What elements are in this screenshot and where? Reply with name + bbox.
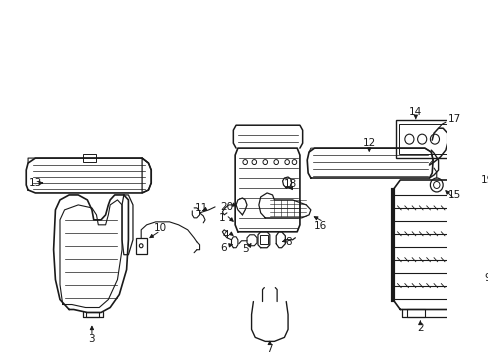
- Text: 14: 14: [408, 107, 422, 117]
- Text: 1: 1: [219, 213, 225, 223]
- Text: 20: 20: [220, 202, 233, 212]
- Text: 10: 10: [153, 223, 166, 233]
- Text: 17: 17: [447, 114, 460, 124]
- Bar: [259, 235, 267, 244]
- Bar: [406, 310, 424, 318]
- Text: 5: 5: [242, 244, 248, 254]
- Text: 13: 13: [29, 178, 42, 188]
- Text: 18: 18: [284, 179, 297, 189]
- Bar: [85, 312, 99, 318]
- Text: 8: 8: [285, 237, 292, 247]
- Bar: [395, 120, 454, 158]
- Text: 12: 12: [362, 138, 375, 148]
- Text: 3: 3: [88, 334, 95, 345]
- Bar: [136, 238, 146, 254]
- Text: 7: 7: [266, 345, 273, 354]
- Text: 9: 9: [484, 273, 488, 283]
- Text: 6: 6: [220, 243, 226, 253]
- Text: 11: 11: [194, 203, 207, 213]
- Text: 16: 16: [313, 221, 326, 231]
- Bar: [399, 124, 450, 154]
- Text: 4: 4: [222, 230, 229, 240]
- Text: 19: 19: [480, 175, 488, 185]
- Bar: [82, 154, 95, 162]
- Text: 15: 15: [447, 190, 460, 200]
- Text: 2: 2: [416, 323, 423, 333]
